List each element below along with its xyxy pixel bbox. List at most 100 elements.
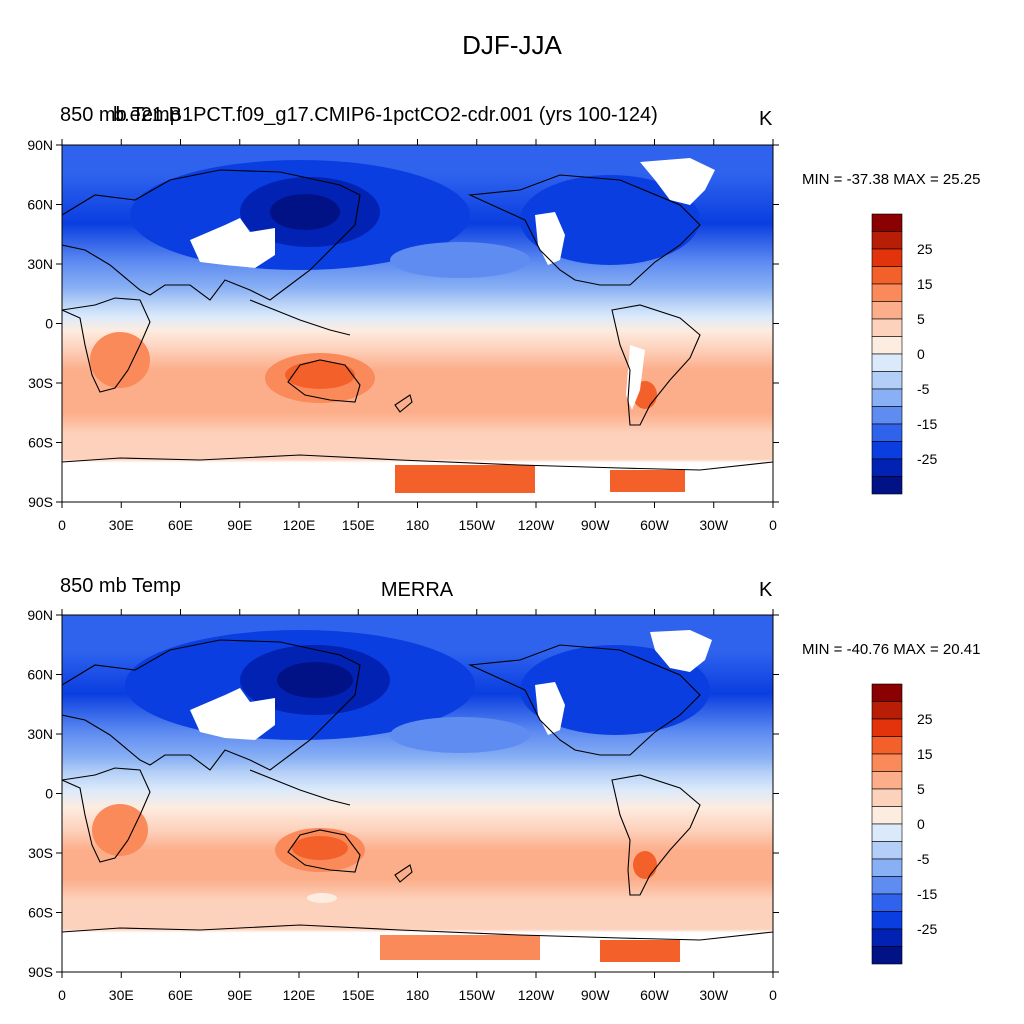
panel-2-map: [62, 615, 773, 972]
panel-1-coastlines: [62, 169, 773, 471]
panel-1-lon-label: 120E: [283, 517, 316, 533]
panel-1-colorbar-box: [871, 423, 903, 442]
panel-2-greenland-missing-data: [650, 630, 712, 672]
panel-1-north-america-cold-region: [520, 175, 700, 265]
panel-1-lat-label: 30S: [28, 375, 53, 391]
panel-1-lat-label: 60S: [28, 435, 53, 451]
panel-2-colorbar-box: [871, 753, 903, 772]
panel-2-lon-label: 0: [58, 987, 66, 1003]
panel-2-lon-label: 30E: [109, 987, 134, 1003]
panel-2-lon-label: 60W: [640, 987, 670, 1003]
panel-2-antarctic-peninsula-warm: [600, 940, 680, 962]
panel-2-colorbar-label: -15: [917, 886, 937, 902]
panel-2-colorbar-label: -25: [917, 921, 937, 937]
panel-1-colorbar-box: [871, 213, 903, 232]
panel-2-coastline-antarctica: [62, 924, 773, 941]
panel-1-units: K: [759, 108, 773, 130]
panel-1-australia-hot-region: [285, 361, 355, 389]
panel-1-colorbar-box: [871, 248, 903, 267]
panel-1-andes-missing-data: [626, 345, 645, 410]
panel-2-colorbar-box: [871, 718, 903, 737]
panel-2-lon-label: 120W: [518, 987, 555, 1003]
panel-1-colorbar-label: 25: [917, 241, 933, 257]
panel-2-lon-label: 180: [406, 987, 430, 1003]
panel-1-colorbar-box: [871, 388, 903, 407]
panel-1-lat-label: 60N: [27, 197, 53, 213]
panel-2-coastline-maritime-continent: [249, 769, 351, 806]
panel-1-min-max: MIN = -37.38 MAX = 25.25: [802, 171, 981, 188]
panel-2-south-america-warm-region: [633, 851, 657, 879]
panel-2-colorbar-box: [871, 946, 903, 965]
panel-1-case-title: b.e21.B1PCT.f09_g17.CMIP6-1pctCO2-cdr.00…: [113, 104, 658, 126]
panel-2-lat-label: 30S: [28, 845, 53, 861]
panel-1-lon-label: 0: [769, 517, 777, 533]
panel-1-colorbar-box: [871, 301, 903, 320]
panel-2-left-title: 850 mb Temp: [60, 575, 181, 597]
panel-1-lon-label: 30W: [699, 517, 729, 533]
panel-1-coastline-eurasia: [62, 169, 361, 301]
panel-1-colorbar-label: 15: [917, 276, 933, 292]
panel-1-lon-label: 0: [58, 517, 66, 533]
panel-1-tibet-missing-data: [190, 218, 275, 268]
panel-1-colorbar-label: -15: [917, 416, 937, 432]
panel-1-colorbar-box: [871, 318, 903, 337]
panel-1-lon-label: 90E: [227, 517, 252, 533]
panel-2-lat-label: 0: [45, 786, 53, 802]
panel-2-colorbar-box: [871, 788, 903, 807]
panel-1-colorbar-label: -25: [917, 451, 937, 467]
panel-2-lon-label: 30W: [699, 987, 729, 1003]
panel-2-coastlines: [62, 639, 773, 941]
panel-2-colorbar-box: [871, 858, 903, 877]
panel-1-colorbar-box: [871, 266, 903, 285]
panel-2-colorbar-label: 5: [917, 781, 925, 797]
panel-2-colorbar-label: 0: [917, 816, 925, 832]
panel-1-lat-label: 90S: [28, 494, 53, 510]
panel-1-africa-warm-region: [90, 332, 150, 388]
panel-1-lon-label: 30E: [109, 517, 134, 533]
panel-2-colorbar-box: [871, 736, 903, 755]
panel-1-antarctic-warm-strip: [395, 465, 535, 493]
panel-2-lat-label: 60N: [27, 667, 53, 683]
panel-1-coastline-new-zealand: [394, 394, 413, 413]
panel-1-colorbar-box: [871, 231, 903, 250]
panel-1-antarctic-peninsula-warm: [610, 470, 685, 492]
panel-2-lat-label: 60S: [28, 905, 53, 921]
panel-2-antarctic-warm-strip: [380, 935, 540, 960]
panel-1-coastline-antarctica: [62, 454, 773, 471]
panel-1-lon-label: 120W: [518, 517, 555, 533]
panel-1-coastline-maritime-continent: [249, 299, 351, 336]
panel-2-lon-label: 150E: [342, 987, 375, 1003]
panel-1-lon-label: 60W: [640, 517, 670, 533]
panel-2-coastline-north-america: [467, 644, 701, 756]
panel-2-lat-label: 30N: [27, 726, 53, 742]
panel-2-coastline-africa: [62, 767, 151, 863]
panel-1-colorbar-label: -5: [917, 381, 930, 397]
figure-title: DJF-JJA: [462, 30, 562, 60]
panel-1-colorbar-box: [871, 353, 903, 372]
panel-2-colorbar-box: [871, 893, 903, 912]
panel-2-lon-label: 120E: [283, 987, 316, 1003]
panel-1-colorbar-box: [871, 406, 903, 425]
panel-2-coastline-eurasia: [62, 639, 361, 771]
panel-1-coastline-australia: [287, 359, 361, 403]
panel-2-southern-ocean-cool-patch: [307, 893, 337, 903]
panel-1-map: [62, 145, 773, 502]
panel-1-siberia-coldest-region: [270, 194, 340, 230]
panel-2-pacific-band: [390, 717, 530, 753]
axes-layer: 90N 60N 30N 0 30S 60S 90S 0 30E 60E 90E 120E 150E 180…: [27, 137, 779, 1003]
panel-1-lat-label: 90N: [27, 137, 53, 153]
panel-1-colorbar-label: 0: [917, 346, 925, 362]
panel-1-lon-label: 150E: [342, 517, 375, 533]
panel-1-coastline-africa: [62, 297, 151, 393]
panel-1-coastline-south-america: [611, 304, 701, 426]
panel-2-colorbar-box: [871, 683, 903, 702]
panel-1-colorbar-box: [871, 283, 903, 302]
panel-1-coastline-north-america: [467, 174, 701, 286]
panel-2-africa-warm-region: [92, 804, 148, 856]
panel-2-lon-label: 60E: [168, 987, 193, 1003]
panel-1-lat-label: 30N: [27, 256, 53, 272]
panel-2-colorbar-box: [871, 911, 903, 930]
panel-2-center-title: MERRA: [380, 579, 454, 601]
panel-1-left-title: 850 mb Temp: [60, 104, 181, 126]
